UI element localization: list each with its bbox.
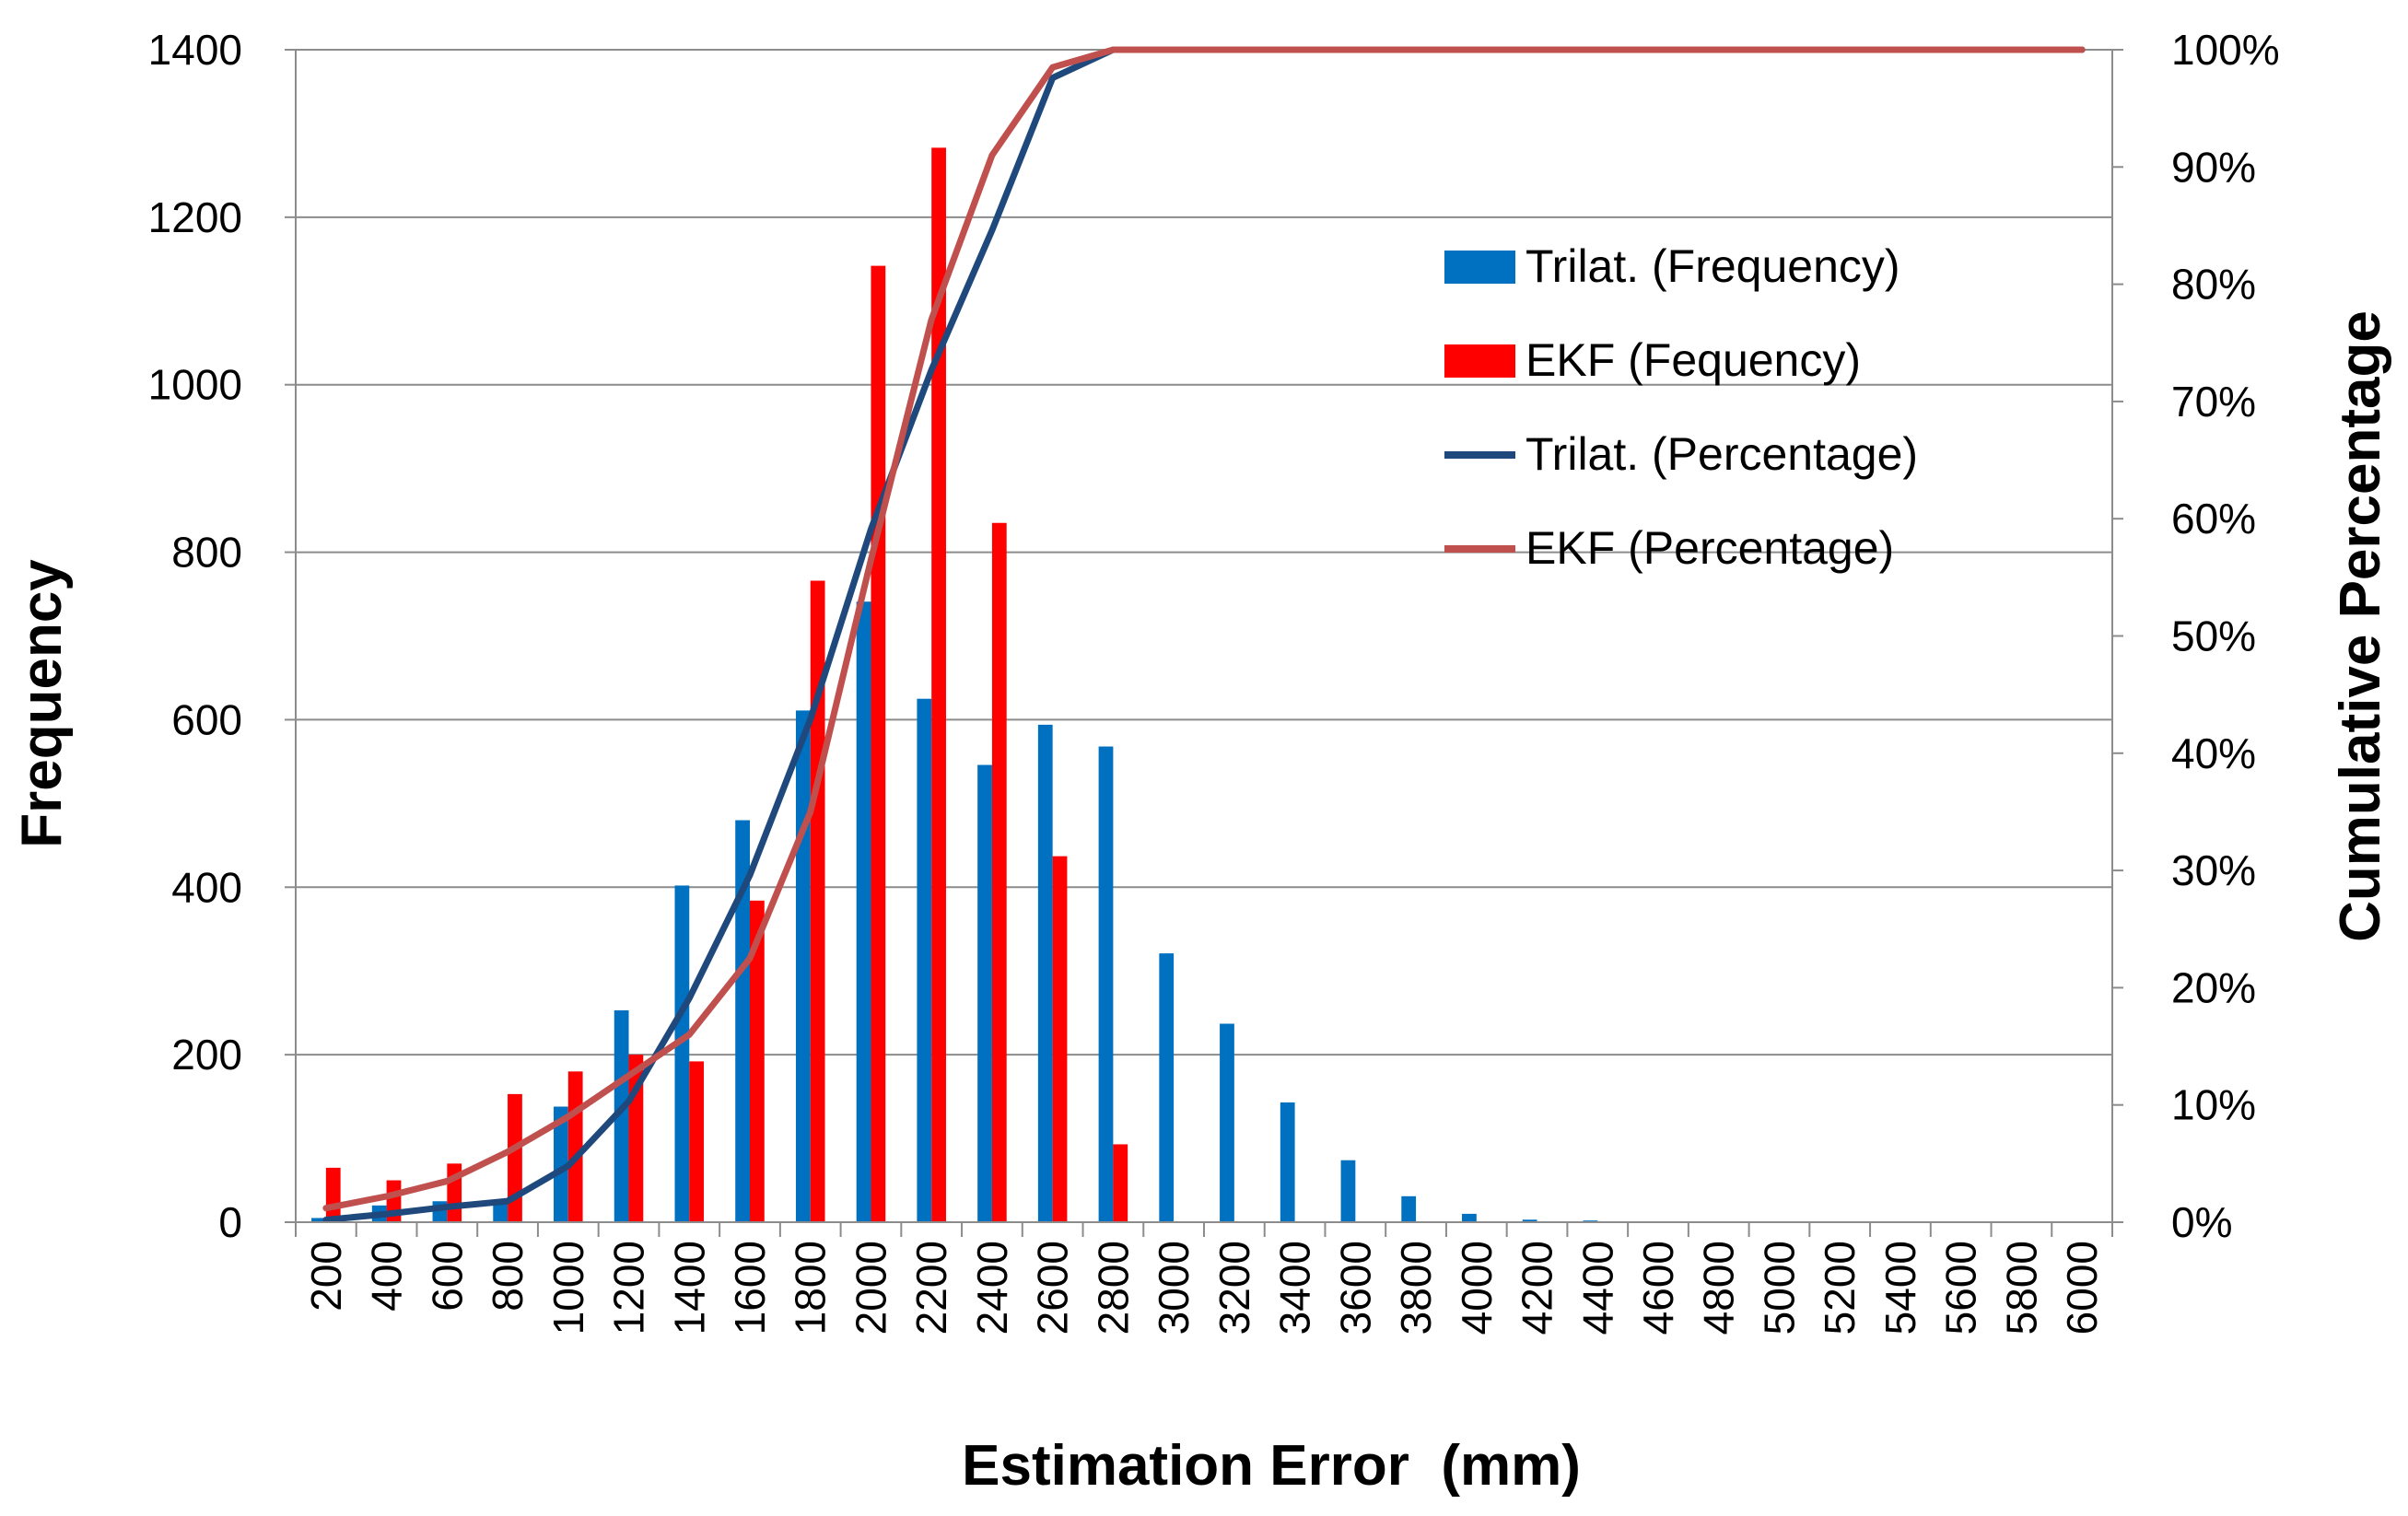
- x-tick-label-4000: 4000: [1453, 1241, 1501, 1335]
- y2-tick-label-90%: 90%: [2171, 143, 2256, 191]
- x-tick-label-2600: 2600: [1029, 1241, 1077, 1335]
- x-tick-label-800: 800: [484, 1241, 532, 1312]
- x-tick-label-4600: 4600: [1634, 1241, 1682, 1335]
- x-tick-label-3400: 3400: [1271, 1241, 1319, 1335]
- y-tick-label-200: 200: [171, 1031, 242, 1079]
- bar-ekf-fequency-1600: [750, 900, 765, 1222]
- legend: Trilat. (Frequency) EKF (Fequency) Trila…: [1444, 240, 1918, 574]
- x-tick-label-3600: 3600: [1331, 1241, 1379, 1335]
- y2-tick-label-0%: 0%: [2171, 1198, 2232, 1246]
- legend-swatch-ekf-frequency: [1444, 344, 1515, 378]
- x-tick-label-1800: 1800: [787, 1241, 835, 1335]
- x-tick-label-2000: 2000: [847, 1241, 894, 1335]
- legend-label-trilat-percentage: Trilat. (Percentage): [1525, 428, 1918, 480]
- legend-label-ekf-frequency: EKF (Fequency): [1525, 334, 1861, 386]
- bar-trilat-frequency-1600: [735, 820, 750, 1222]
- x-tick-label-5600: 5600: [1937, 1241, 1985, 1335]
- bar-ekf-fequency-1000: [567, 1071, 583, 1222]
- bar-trilat-frequency-2600: [1037, 724, 1053, 1222]
- bar-ekf-fequency-2800: [1113, 1144, 1128, 1222]
- y2-tick-label-80%: 80%: [2171, 261, 2256, 309]
- bar-trilat-frequency-1400: [674, 885, 690, 1222]
- y-tick-label-400: 400: [171, 863, 242, 911]
- y2-tick-label-30%: 30%: [2171, 846, 2256, 894]
- y-axis-title: Frequency: [10, 559, 74, 848]
- bar-ekf-fequency-2000: [871, 265, 886, 1222]
- bar-trilat-frequency-2200: [917, 698, 932, 1222]
- legend-label-trilat-frequency: Trilat. (Frequency): [1525, 240, 1900, 292]
- bar-trilat-frequency-1000: [554, 1106, 568, 1222]
- bar-trilat-frequency-3400: [1280, 1102, 1295, 1222]
- legend-swatch-trilat-frequency: [1444, 251, 1515, 284]
- x-tick-label-2200: 2200: [907, 1241, 955, 1335]
- bar-trilat-frequency-4000: [1462, 1213, 1477, 1222]
- x-tick-label-1000: 1000: [544, 1241, 592, 1335]
- bar-trilat-frequency-4200: [1522, 1219, 1537, 1222]
- x-tick-label-3000: 3000: [1150, 1241, 1198, 1335]
- x-tick-label-6000: 6000: [2058, 1241, 2106, 1335]
- y2-tick-label-10%: 10%: [2171, 1081, 2256, 1129]
- x-tick-label-1200: 1200: [605, 1241, 653, 1335]
- x-tick-label-1400: 1400: [665, 1241, 713, 1335]
- y-tick-label-600: 600: [171, 695, 242, 743]
- bar-trilat-frequency-3800: [1401, 1195, 1417, 1222]
- y2-tick-label-20%: 20%: [2171, 963, 2256, 1011]
- x-tick-label-2400: 2400: [968, 1241, 1016, 1335]
- x-tick-label-5200: 5200: [1816, 1241, 1864, 1335]
- x-tick-label-5400: 5400: [1876, 1241, 1924, 1335]
- gridlines: [296, 49, 2112, 1056]
- x-tick-label-200: 200: [302, 1241, 350, 1312]
- bar-ekf-fequency-200: [325, 1167, 341, 1222]
- y2-tick-label-60%: 60%: [2171, 495, 2256, 542]
- bar-trilat-frequency-3600: [1340, 1160, 1356, 1222]
- bar-ekf-fequency-2400: [991, 522, 1007, 1222]
- x-tick-label-3200: 3200: [1210, 1241, 1258, 1335]
- bar-trilat-frequency-2800: [1098, 746, 1114, 1222]
- x-tick-label-5000: 5000: [1755, 1241, 1803, 1335]
- bar-trilat-frequency-1800: [795, 710, 811, 1222]
- x-tick-label-4800: 4800: [1695, 1241, 1743, 1335]
- bar-trilat-frequency-2400: [977, 764, 992, 1222]
- y2-tick-label-40%: 40%: [2171, 729, 2256, 777]
- y2-tick-label-100%: 100%: [2171, 26, 2280, 74]
- bar-trilat-frequency-3200: [1220, 1023, 1234, 1222]
- x-tick-label-5800: 5800: [1997, 1241, 2045, 1335]
- bar-ekf-fequency-1800: [810, 580, 825, 1222]
- tick-labels: 02004006008001000120014000%10%20%30%40%5…: [148, 26, 2280, 1335]
- y-tick-label-1400: 1400: [148, 26, 242, 74]
- bar-trilat-frequency-800: [493, 1201, 508, 1222]
- bar-ekf-fequency-1400: [689, 1061, 705, 1222]
- bar-ekf-fequency-2200: [931, 147, 946, 1222]
- x-tick-label-600: 600: [423, 1241, 471, 1312]
- y2-tick-label-50%: 50%: [2171, 612, 2256, 660]
- y2-axis-title: Cumulative Percentage: [2329, 310, 2392, 942]
- bar-ekf-fequency-800: [508, 1093, 522, 1222]
- x-tick-label-400: 400: [363, 1241, 411, 1312]
- y-tick-label-800: 800: [171, 529, 242, 577]
- axes: [285, 49, 2123, 1237]
- x-tick-label-1600: 1600: [726, 1241, 774, 1335]
- bar-trilat-frequency-2000: [856, 601, 871, 1222]
- x-tick-label-4400: 4400: [1573, 1241, 1621, 1335]
- legend-label-ekf-percentage: EKF (Percentage): [1525, 522, 1894, 574]
- y-tick-label-1200: 1200: [148, 193, 242, 241]
- percentage-lines: [322, 46, 2086, 1223]
- y2-tick-label-70%: 70%: [2171, 378, 2256, 426]
- bar-trilat-frequency-200: [311, 1218, 326, 1222]
- bar-trilat-frequency-1200: [614, 1009, 629, 1222]
- bar-ekf-fequency-2600: [1052, 856, 1068, 1222]
- bars: [311, 147, 1598, 1222]
- bar-trilat-frequency-3000: [1159, 953, 1175, 1222]
- x-tick-label-3800: 3800: [1392, 1241, 1440, 1335]
- x-tick-label-2800: 2800: [1089, 1241, 1137, 1335]
- line-ekf-percentage: [322, 46, 2086, 1212]
- x-tick-label-4200: 4200: [1514, 1241, 1561, 1335]
- y-tick-label-0: 0: [218, 1198, 242, 1246]
- x-axis-title: Estimation Error (mm): [962, 1434, 1581, 1498]
- y-tick-label-1000: 1000: [148, 361, 242, 409]
